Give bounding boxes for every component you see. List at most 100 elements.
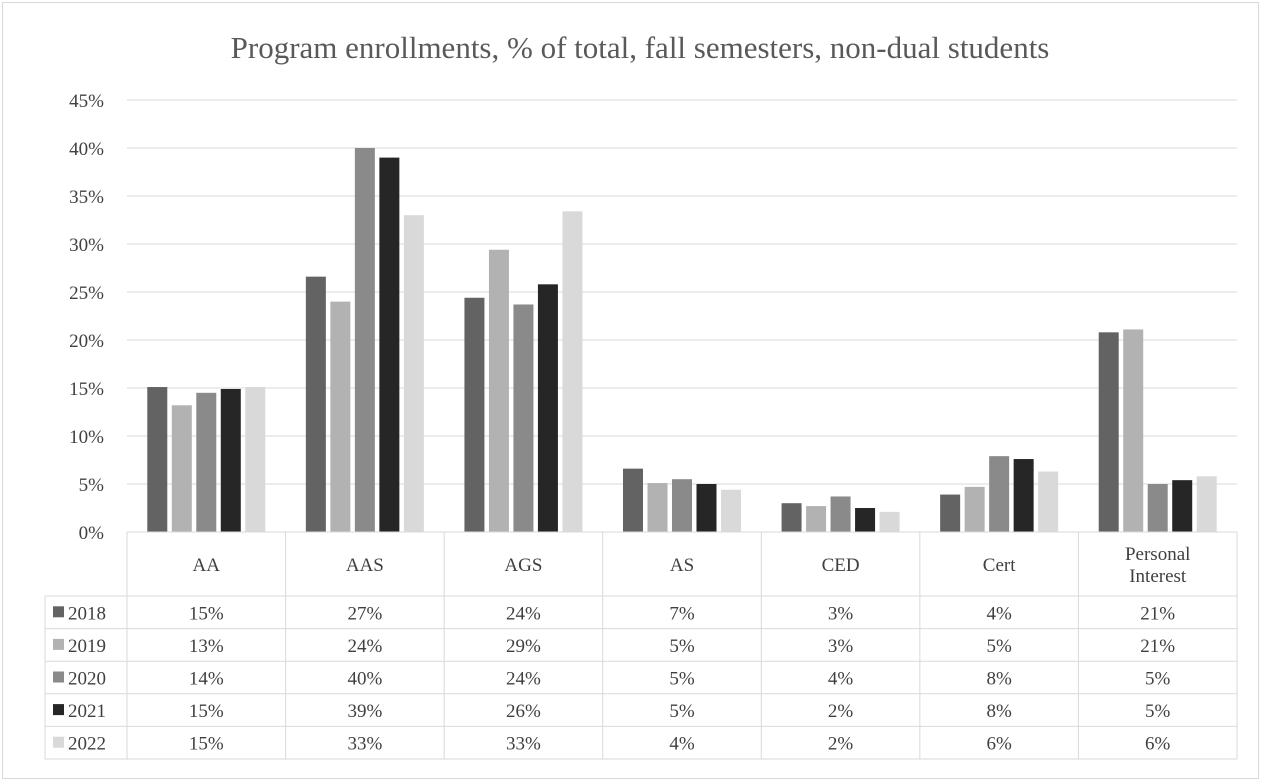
- y-tick-label: 30%: [69, 235, 104, 256]
- data-table-value: 13%: [189, 636, 224, 657]
- data-table-value: 14%: [189, 669, 224, 690]
- category-label: Personal: [1125, 544, 1190, 565]
- data-table-value: 2%: [828, 701, 854, 722]
- legend-series-name: 2019: [68, 636, 106, 657]
- y-tick-label: 0%: [79, 523, 105, 544]
- bar: [1098, 332, 1119, 532]
- legend-key: [53, 638, 64, 650]
- data-table-value: 3%: [828, 603, 854, 624]
- bar: [1147, 484, 1168, 532]
- bar: [464, 297, 485, 532]
- legend-key: [53, 606, 64, 618]
- bar: [537, 284, 558, 532]
- y-tick-label: 35%: [69, 187, 104, 208]
- bar: [1172, 480, 1193, 532]
- bar: [696, 484, 717, 532]
- data-table-value: 6%: [1145, 734, 1171, 755]
- data-table-value: 8%: [986, 669, 1012, 690]
- data-table-value: 7%: [669, 603, 695, 624]
- legend-key: [53, 671, 64, 683]
- bar: [1013, 459, 1034, 532]
- legend-key: [53, 736, 64, 748]
- data-table-value: 8%: [986, 701, 1012, 722]
- legend-series-name: 2020: [68, 669, 106, 690]
- bar: [830, 496, 851, 532]
- category-label: Interest: [1129, 566, 1187, 587]
- bar: [855, 508, 876, 532]
- y-tick-label: 20%: [69, 331, 104, 352]
- bar: [171, 405, 192, 532]
- data-table-value: 2%: [828, 734, 854, 755]
- y-tick-label: 15%: [69, 379, 104, 400]
- data-table-value: 5%: [669, 669, 695, 690]
- data-table-value: 5%: [669, 636, 695, 657]
- bars: [147, 148, 1217, 533]
- y-axis-ticks: 0% 5% 10% 15% 20% 25% 30% 35% 40% 45%: [69, 91, 104, 544]
- bar: [379, 157, 400, 532]
- category-label: AGS: [504, 555, 542, 576]
- data-table-value: 15%: [189, 603, 224, 624]
- bar: [1123, 329, 1144, 532]
- y-tick-label: 10%: [69, 427, 104, 448]
- bar: [354, 148, 375, 532]
- data-table-value: 5%: [1145, 701, 1171, 722]
- bar: [305, 276, 326, 532]
- data-table-value: 4%: [986, 603, 1012, 624]
- legend-key: [53, 704, 64, 716]
- data-table-value: 5%: [1145, 669, 1171, 690]
- category-label: CED: [822, 555, 860, 576]
- bar: [989, 456, 1010, 532]
- data-table-value: 3%: [828, 636, 854, 657]
- bar: [623, 468, 643, 532]
- data-table-value: 4%: [828, 669, 854, 690]
- chart-title: Program enrollments, % of total, fall se…: [231, 30, 1050, 65]
- data-table-value: 26%: [506, 701, 541, 722]
- data-table-value: 21%: [1140, 603, 1175, 624]
- bar: [147, 387, 168, 532]
- data-table-value: 27%: [347, 603, 382, 624]
- bar: [940, 494, 961, 532]
- data-table-value: 15%: [189, 734, 224, 755]
- legend-series-name: 2021: [68, 701, 106, 722]
- bar: [220, 388, 241, 532]
- bar: [806, 506, 827, 532]
- category-label: Cert: [983, 555, 1016, 576]
- bar: [781, 503, 802, 532]
- data-table-value: 33%: [347, 734, 382, 755]
- data-table-value: 33%: [506, 734, 541, 755]
- category-label: AA: [193, 555, 221, 576]
- bar: [513, 304, 534, 532]
- legend-series-name: 2018: [68, 603, 106, 624]
- bar: [721, 489, 741, 532]
- bar: [330, 301, 351, 532]
- data-table-value: 24%: [347, 636, 382, 657]
- bar: [196, 392, 217, 532]
- data-table-value: 24%: [506, 669, 541, 690]
- bar: [879, 511, 900, 532]
- bar: [562, 211, 583, 533]
- data-table-value: 24%: [506, 603, 541, 624]
- data-table-value: 40%: [347, 669, 382, 690]
- y-tick-label: 25%: [69, 283, 104, 304]
- bar: [488, 249, 509, 532]
- y-tick-label: 5%: [79, 475, 105, 496]
- bar: [403, 215, 424, 532]
- data-table-value: 5%: [986, 636, 1012, 657]
- data-table-value: 5%: [669, 701, 695, 722]
- bar: [647, 483, 668, 532]
- data-table-value: 6%: [986, 734, 1012, 755]
- data-table-value: 15%: [189, 701, 224, 722]
- legend-series-name: 2022: [68, 734, 106, 755]
- y-tick-label: 40%: [69, 139, 104, 160]
- gridlines: [127, 99, 1237, 533]
- category-label: AAS: [346, 555, 384, 576]
- data-table-value: 39%: [347, 701, 382, 722]
- bar: [964, 486, 985, 532]
- y-tick-label: 45%: [69, 91, 104, 112]
- bar: [245, 387, 266, 532]
- data-table-value: 21%: [1140, 636, 1175, 657]
- bar: [1196, 476, 1217, 532]
